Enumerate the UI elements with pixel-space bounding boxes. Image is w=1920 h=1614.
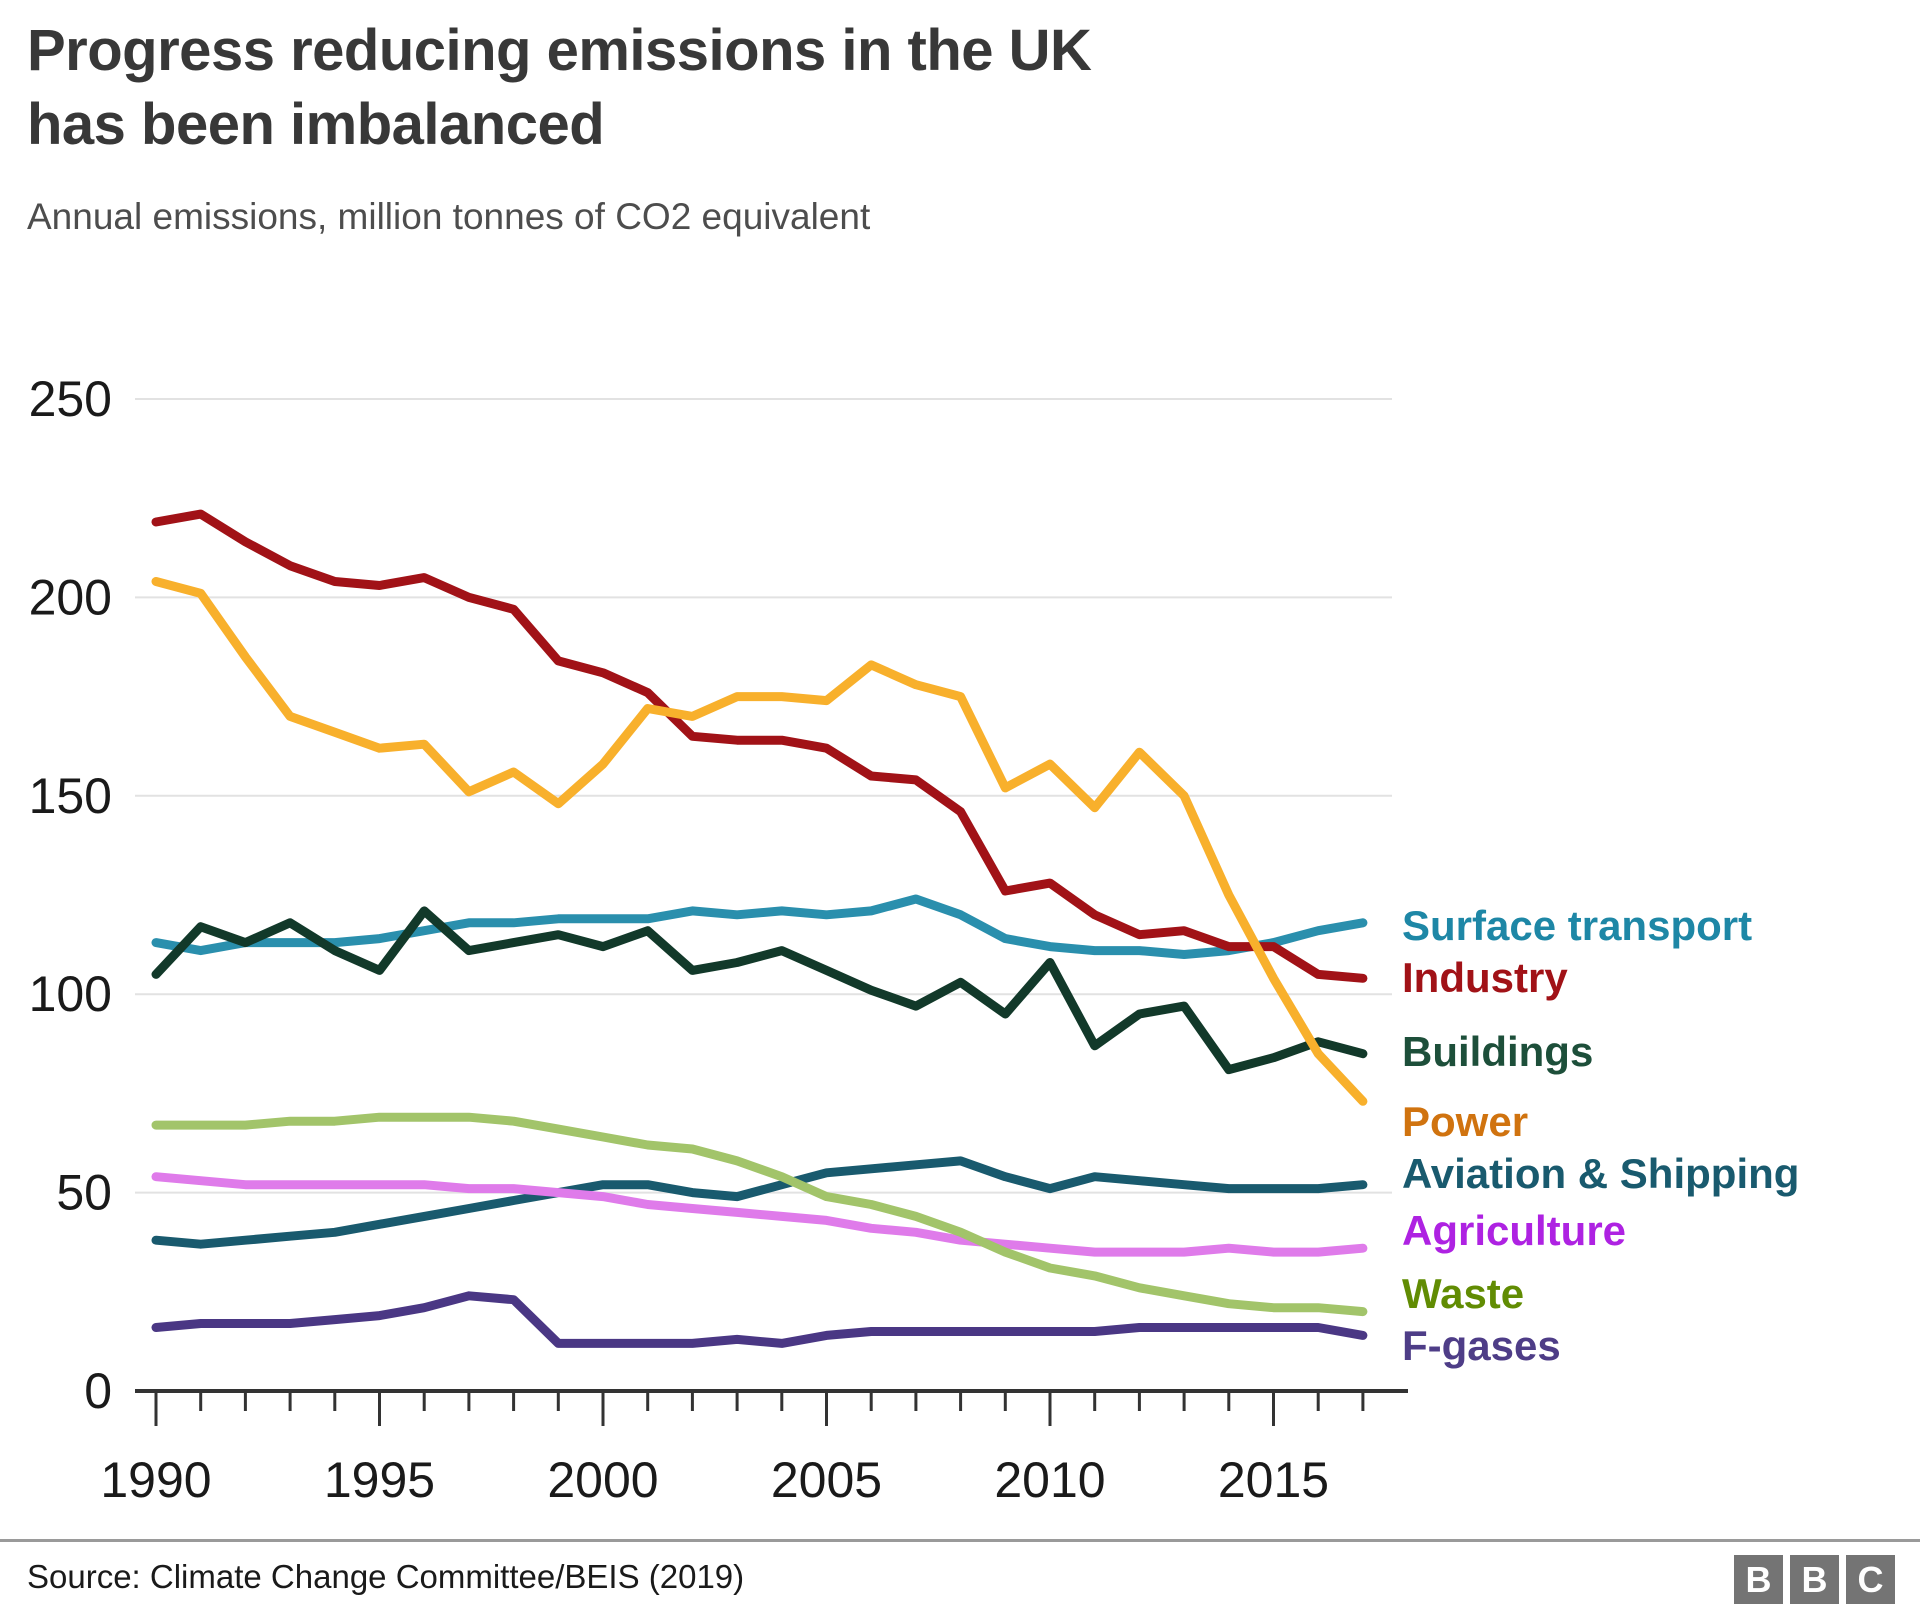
- x-axis-label-2000: 2000: [547, 1452, 658, 1508]
- line-power: [151, 577, 1368, 1106]
- line-waste: [151, 1112, 1368, 1317]
- x-axis-label-2010: 2010: [994, 1452, 1105, 1508]
- legend-label-surface-transport: Surface transport: [1402, 902, 1752, 949]
- legend-label-buildings: Buildings: [1402, 1028, 1593, 1075]
- y-axis-label-50: 50: [56, 1165, 112, 1221]
- page-title: Progress reducing emissions in the UK ha…: [27, 14, 1367, 161]
- legend-label-power: Power: [1402, 1098, 1528, 1145]
- line-aviation-shipping: [151, 1156, 1368, 1249]
- y-axis-label-100: 100: [29, 966, 112, 1022]
- line-buildings: [151, 906, 1368, 1075]
- bbc-logo-block-c: C: [1846, 1555, 1895, 1604]
- line-surface-transport: [151, 894, 1368, 959]
- footer-divider: [0, 1539, 1920, 1542]
- y-axis-label-150: 150: [29, 768, 112, 824]
- y-axis-label-0: 0: [84, 1363, 112, 1419]
- legend-label-aviation-shipping: Aviation & Shipping: [1402, 1150, 1799, 1197]
- x-axis-label-2005: 2005: [771, 1452, 882, 1508]
- chart-subtitle: Annual emissions, million tonnes of CO2 …: [27, 196, 871, 237]
- line-industry: [151, 509, 1368, 983]
- bbc-logo: B B C: [1734, 1555, 1895, 1604]
- x-axis-label-2015: 2015: [1218, 1452, 1329, 1508]
- legend-label-industry: Industry: [1402, 954, 1568, 1001]
- legend-label-f-gases: F-gases: [1402, 1322, 1561, 1369]
- y-axis-label-200: 200: [29, 569, 112, 625]
- legend-label-waste: Waste: [1402, 1270, 1524, 1317]
- legend-label-agriculture: Agriculture: [1402, 1207, 1626, 1254]
- bbc-logo-block-b2: B: [1790, 1555, 1839, 1604]
- bbc-logo-block-b1: B: [1734, 1555, 1783, 1604]
- source-attribution: Source: Climate Change Committee/BEIS (2…: [27, 1558, 745, 1595]
- y-axis-label-250: 250: [29, 371, 112, 427]
- page-title-line-1: Progress reducing emissions in the UK: [27, 18, 1092, 83]
- page-title-line-2: has been imbalanced: [27, 91, 605, 157]
- x-axis-label-1990: 1990: [100, 1452, 211, 1508]
- x-axis-label-1995: 1995: [324, 1452, 435, 1508]
- line-agriculture: [151, 1172, 1368, 1257]
- line-f-gases: [151, 1291, 1368, 1348]
